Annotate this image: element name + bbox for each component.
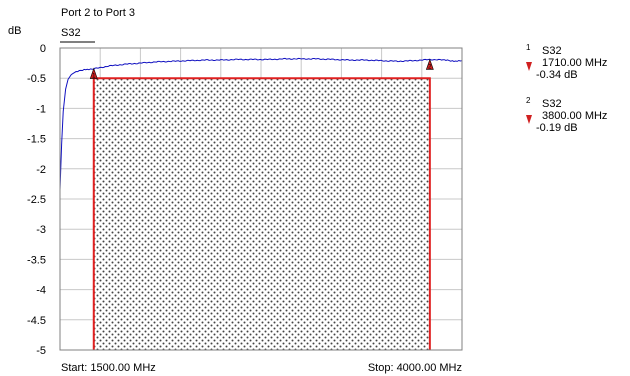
- marker-2-triangle: [425, 58, 434, 70]
- marker-1-value: -0.34 dB: [536, 69, 578, 81]
- y-axis-unit-label: dB: [8, 25, 21, 37]
- markers-group: 12: [89, 58, 434, 80]
- y-tick-label: 0: [40, 43, 46, 55]
- y-tick-label: -3.5: [27, 254, 46, 266]
- series-line-s32: [59, 57, 463, 190]
- chart-title: Port 2 to Port 3: [61, 7, 135, 19]
- marker-1-number: 1: [526, 43, 531, 52]
- limit-mask-region: [93, 78, 430, 350]
- marker-2[interactable]: 2: [425, 58, 434, 70]
- limit-mask: [92, 77, 431, 350]
- series-group: [59, 57, 463, 190]
- marker-1-frequency: 1710.00 MHz: [542, 57, 608, 69]
- y-tick-label: -2: [36, 164, 46, 176]
- y-tick-label: -1.5: [27, 134, 46, 146]
- marker-2-frequency: 3800.00 MHz: [542, 110, 608, 122]
- y-tick-label: -4: [36, 285, 46, 297]
- y-tick-label: -0.5: [27, 73, 46, 85]
- y-tick-labels: 0 -0.5 -1 -1.5 -2 -2.5 -3 -3.5 -4 -4.5 -5: [27, 43, 46, 357]
- marker-1-id: 1: [92, 74, 96, 80]
- y-tick-label: -4.5: [27, 315, 46, 327]
- marker-1[interactable]: 1: [89, 67, 98, 80]
- marker-2-number: 2: [526, 96, 531, 105]
- marker-2-value: -0.19 dB: [536, 122, 578, 134]
- marker-2-trace: S32: [542, 98, 562, 110]
- y-tick-label: -2.5: [27, 194, 46, 206]
- trace-label: S32: [61, 27, 81, 39]
- marker-triangle-icon: [526, 62, 532, 71]
- marker-2-id: 2: [428, 64, 432, 70]
- plot-frame: [59, 47, 463, 351]
- y-tick-label: -3: [36, 224, 46, 236]
- limit-mask-line: [92, 77, 431, 350]
- start-frequency-label: Start: 1500.00 MHz: [61, 362, 156, 374]
- stop-frequency-label: Stop: 4000.00 MHz: [368, 362, 462, 374]
- marker-1-triangle: [89, 67, 98, 79]
- y-tick-label: -1: [36, 103, 46, 115]
- marker-1-trace: S32: [542, 45, 562, 57]
- y-tick-label: -5: [36, 345, 46, 357]
- marker-triangle-icon: [526, 115, 532, 124]
